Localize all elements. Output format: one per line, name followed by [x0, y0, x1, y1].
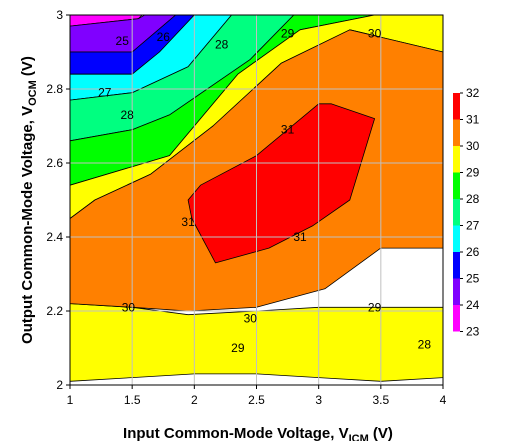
- x-tick-label: 1: [67, 393, 74, 407]
- y-axis-title-main: Output Common-Mode Voltage, V: [19, 106, 36, 344]
- colorbar-swatch: [453, 305, 460, 332]
- colorbar: 32 31 30 29 28 27 26 25 24 23: [453, 86, 480, 339]
- colorbar-label: 27: [466, 219, 480, 233]
- contour-region-24: [70, 15, 177, 53]
- contour-labels: 25 26 27 28 28 29 30 31 31 31 30 30 29 29 28: [98, 27, 431, 356]
- y-tick-label: 2.6: [46, 156, 63, 170]
- colorbar-swatch: [453, 199, 460, 226]
- contour-label: 29: [281, 27, 295, 41]
- y-axis-title: Output Common-Mode Voltage, VOCM (V): [19, 56, 39, 344]
- contour-label: 28: [121, 108, 135, 122]
- x-axis-title-sub: ICM: [349, 433, 369, 441]
- colorbar-label: 29: [466, 166, 480, 180]
- x-tick-label: 2: [191, 393, 198, 407]
- y-axis-title-sub: OCM: [27, 80, 39, 106]
- contour-label: 27: [98, 86, 112, 100]
- contour-label: 28: [215, 38, 229, 52]
- colorbar-label: 24: [466, 298, 480, 312]
- contour-label: 30: [368, 27, 382, 41]
- contour-label: 30: [122, 300, 136, 314]
- y-tick-label: 2.8: [46, 82, 63, 96]
- x-tick-label: 3: [315, 393, 322, 407]
- contour-region-29: [70, 15, 443, 382]
- contour-region-31: [187, 103, 376, 264]
- contour-regions: [70, 15, 443, 382]
- contour-label: 29: [231, 341, 245, 355]
- contour-label: 30: [244, 311, 258, 325]
- x-axis-ticks: 1 1.5 2 2.5 3 3.5 4: [67, 385, 447, 407]
- colorbar-swatch: [453, 93, 460, 120]
- grid-lines: [70, 15, 443, 385]
- colorbar-swatch: [453, 119, 460, 146]
- x-axis-title-main: Input Common-Mode Voltage, V: [123, 425, 349, 441]
- colorbar-label: 28: [466, 192, 480, 206]
- x-tick-label: 2.5: [248, 393, 265, 407]
- x-axis-title: Input Common-Mode Voltage, VICM (V): [123, 425, 393, 441]
- colorbar-label: 23: [466, 325, 480, 339]
- contour-label: 31: [281, 123, 295, 137]
- y-tick-label: 3: [56, 8, 63, 22]
- colorbar-swatch: [453, 225, 460, 252]
- y-axis-title-unit: (V): [19, 56, 36, 80]
- x-tick-label: 1.5: [124, 393, 141, 407]
- colorbar-swatch: [453, 252, 460, 279]
- y-axis-ticks: 2 2.2 2.4 2.6 2.8 3: [46, 8, 70, 392]
- y-tick-label: 2: [56, 378, 63, 392]
- y-tick-label: 2.2: [46, 304, 63, 318]
- colorbar-swatch: [453, 172, 460, 199]
- contour-label: 26: [157, 30, 171, 44]
- x-tick-label: 4: [440, 393, 447, 407]
- colorbar-label: 26: [466, 245, 480, 259]
- x-axis-title-unit: (V): [369, 425, 393, 441]
- contour-label: 25: [116, 34, 130, 48]
- colorbar-swatch: [453, 146, 460, 173]
- colorbar-swatch: [453, 278, 460, 305]
- contour-label: 31: [181, 215, 195, 229]
- x-tick-label: 3.5: [372, 393, 389, 407]
- contour-label: 29: [368, 300, 382, 314]
- colorbar-label: 30: [466, 139, 480, 153]
- colorbar-label: 25: [466, 272, 480, 286]
- colorbar-label: 32: [466, 86, 480, 100]
- contour-label: 28: [418, 337, 432, 351]
- contour-label: 31: [293, 230, 307, 244]
- colorbar-label: 31: [466, 113, 480, 127]
- y-tick-label: 2.4: [46, 230, 63, 244]
